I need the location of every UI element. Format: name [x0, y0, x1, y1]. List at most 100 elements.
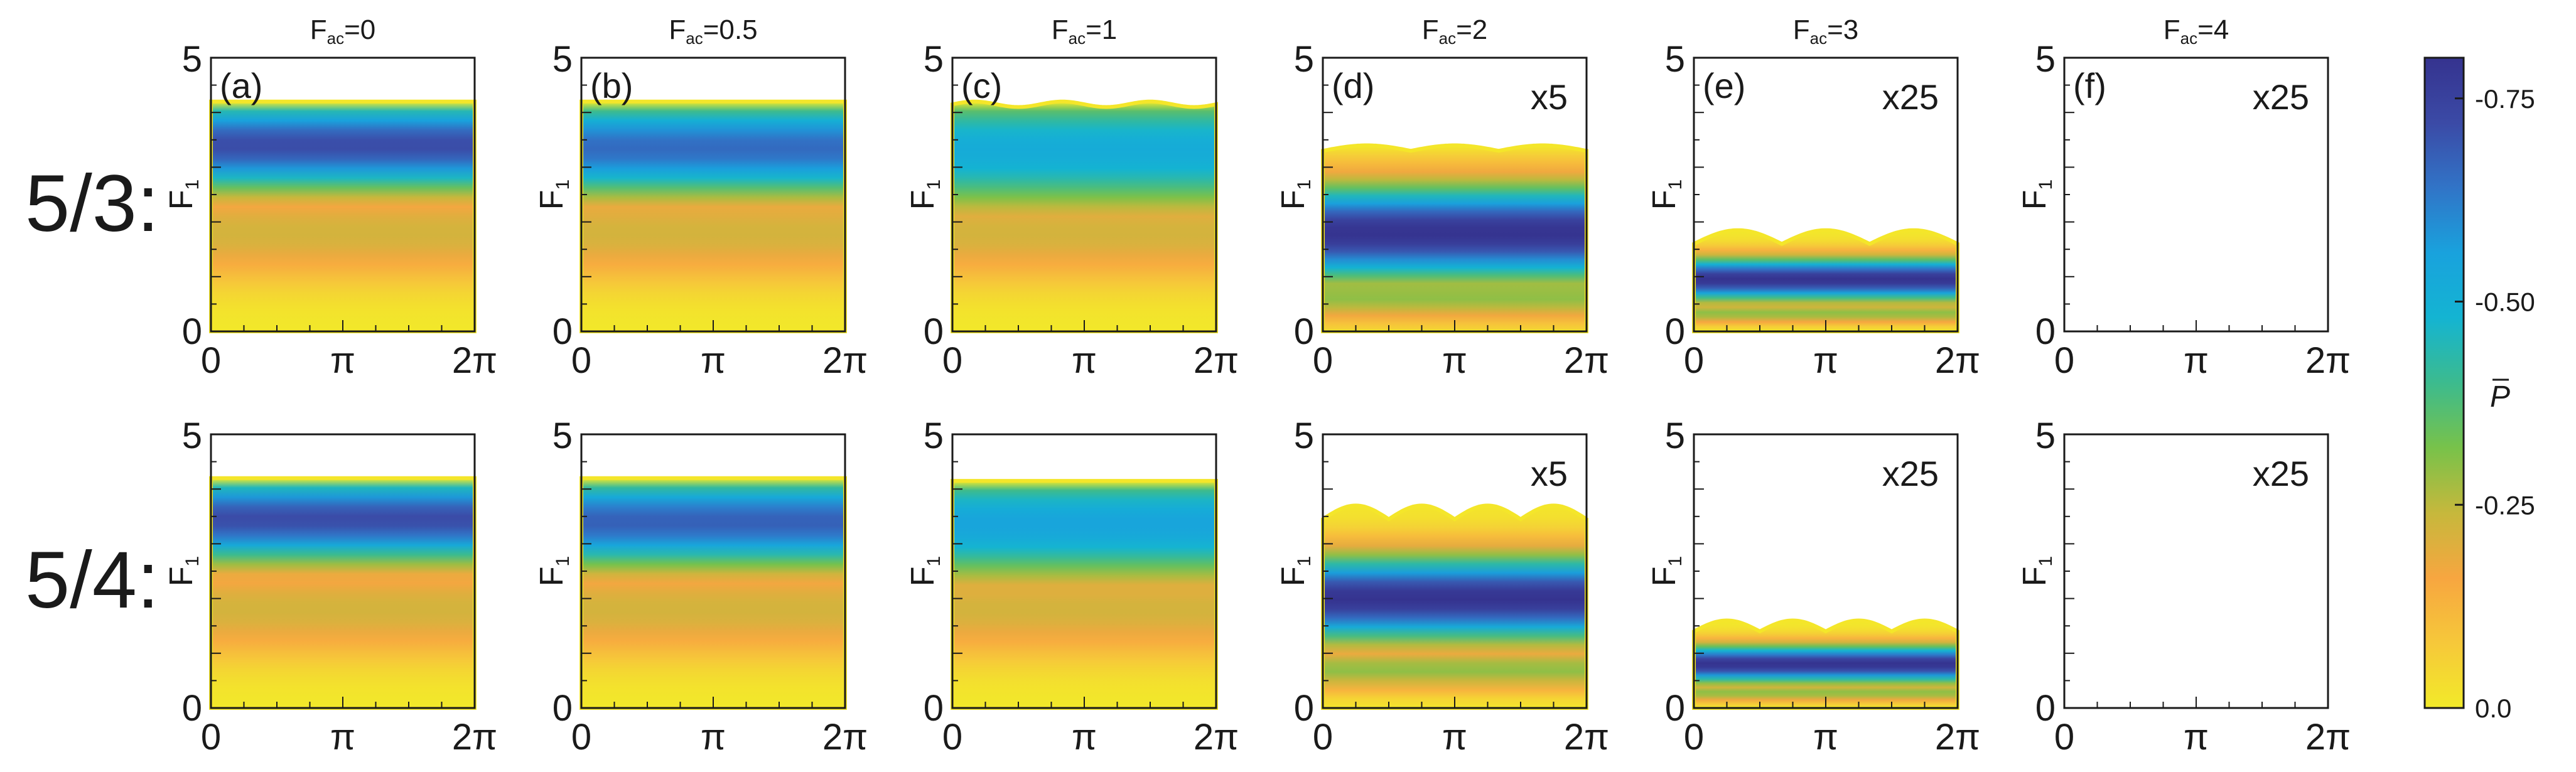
heatmap-region: [1692, 228, 1959, 333]
scale-annotation: x5: [1531, 454, 1568, 493]
x-tick-label: 2π: [1935, 340, 1980, 381]
y-axis-label-sub: 1: [2035, 556, 2056, 567]
x-tick-label: 2π: [1194, 340, 1239, 381]
x-tick-label: π: [1442, 717, 1467, 758]
heatmap-panel-a-row2: 5 00 π 2π F1: [163, 415, 497, 758]
x-tick-label: 0: [201, 340, 221, 381]
heatmap-region: [579, 476, 847, 710]
col-title-fac-0.5: Fac=0.5: [669, 14, 757, 48]
y-axis-label-base: F: [1646, 190, 1683, 210]
y-tick-label: 5: [182, 415, 202, 456]
y-tick-label: 0: [182, 311, 202, 352]
x-tick-label: 0: [1313, 717, 1333, 758]
x-tick-label: π: [330, 340, 355, 381]
colorbar-tick-label: -0.50: [2475, 287, 2535, 317]
y-tick-label: 5: [924, 415, 944, 456]
y-axis-label-sub: 1: [182, 180, 203, 190]
col-title-sub: ac: [1439, 29, 1456, 48]
col-title-base: F: [2164, 14, 2180, 45]
x-tick-label: π: [701, 717, 726, 758]
x-tick-label: π: [701, 340, 726, 381]
heatmap-panel-f-row2: 5 00 π 2π F1 x25: [2017, 415, 2351, 758]
heatmap-panel-e-row1: 5 00 π 2π F1 (e) x25: [1646, 39, 1980, 381]
row-label-5-4: 5/4:: [25, 535, 159, 625]
x-tick-label: π: [1442, 340, 1467, 381]
col-title-sub: ac: [327, 29, 344, 48]
col-title-rest: =0.5: [703, 14, 758, 45]
y-tick-label: 5: [1665, 415, 1685, 456]
y-tick-label: 5: [2035, 39, 2056, 80]
col-title-sub: ac: [2180, 29, 2197, 48]
heatmap-region: [1321, 143, 1588, 333]
y-tick-label: 0: [2035, 311, 2056, 352]
y-axis-label: F1: [1275, 556, 1315, 586]
x-tick-label: 2π: [2305, 717, 2351, 758]
x-tick-label: π: [1813, 340, 1838, 381]
y-tick-label: 5: [552, 39, 573, 80]
panel-letter: (d): [1332, 66, 1374, 105]
x-tick-label: 0: [942, 340, 962, 381]
heatmap-panel-b-row1: 5 00 π 2π F1 (b): [534, 39, 868, 381]
x-tick-label: 0: [571, 340, 591, 381]
x-tick-label: π: [1072, 717, 1097, 758]
y-tick-label: 0: [924, 688, 944, 729]
y-tick-label: 0: [1294, 311, 1314, 352]
y-tick-label: 0: [552, 311, 573, 352]
x-tick-label: π: [1813, 717, 1838, 758]
heatmap-panel-f-row1: 5 00 π 2π F1 (f) x25: [2017, 39, 2351, 381]
heatmap-panel-d-row1: 5 00 π 2π F1 (d) x5: [1275, 39, 1609, 381]
y-tick-label: 5: [552, 415, 573, 456]
y-axis-label-base: F: [905, 566, 941, 586]
y-tick-label: 0: [1294, 688, 1314, 729]
heatmap-panel-b-row2: 5 00 π 2π F1: [534, 415, 868, 758]
x-tick-label: π: [1072, 340, 1097, 381]
col-title-fac-4: Fac=4: [2164, 14, 2229, 48]
y-axis-label-sub: 1: [924, 556, 944, 567]
scale-annotation: x25: [2253, 77, 2309, 117]
panel-letter: (c): [961, 66, 1002, 105]
y-axis-label-base: F: [2017, 190, 2053, 210]
panel-letter: (f): [2073, 66, 2106, 105]
colorbar-tick-label: -0.25: [2475, 490, 2535, 520]
y-tick-label: 0: [552, 688, 573, 729]
x-tick-label: 2π: [1564, 717, 1609, 758]
colorbar-gradient: [2423, 56, 2465, 709]
y-axis-label: F1: [534, 556, 573, 586]
col-title-rest: =0: [344, 14, 375, 45]
x-tick-label: π: [2184, 340, 2209, 381]
x-tick-label: 2π: [822, 717, 868, 758]
y-axis-label-base: F: [2017, 566, 2053, 586]
y-tick-label: 5: [1294, 39, 1314, 80]
heatmap-region: [951, 99, 1218, 333]
col-title-rest: =1: [1086, 14, 1117, 45]
heatmap-region: [1321, 503, 1588, 710]
y-axis-label: F1: [163, 180, 203, 210]
x-tick-label: 0: [1684, 340, 1704, 381]
row-label-5-3: 5/3:: [25, 159, 159, 249]
y-axis-label: F1: [1275, 180, 1315, 210]
col-title-rest: =3: [1827, 14, 1858, 45]
y-tick-label: 0: [1665, 688, 1685, 729]
panel-letter: (e): [1703, 66, 1745, 105]
y-axis-label-sub: 1: [552, 556, 573, 567]
y-axis-label-sub: 1: [924, 180, 944, 190]
col-title-base: F: [669, 14, 686, 45]
x-tick-label: 2π: [452, 717, 497, 758]
col-title-rest: =4: [2197, 14, 2229, 45]
y-axis-label-base: F: [534, 566, 570, 586]
heatmap-panel-c-row1: 5 00 π 2π F1 (c): [905, 39, 1239, 381]
colorbar-tick-label: -0.75: [2475, 84, 2535, 114]
col-title-base: F: [310, 14, 327, 45]
y-axis-label: F1: [2017, 180, 2056, 210]
y-axis-label-base: F: [163, 190, 200, 210]
colorbar-label: P: [2490, 380, 2510, 414]
x-tick-label: 0: [2054, 340, 2074, 381]
y-axis-label-base: F: [534, 190, 570, 210]
heatmap-region: [209, 476, 477, 710]
col-title-base: F: [1422, 14, 1439, 45]
col-title-sub: ac: [686, 29, 703, 48]
x-tick-label: 0: [1313, 340, 1333, 381]
y-axis-label-base: F: [1646, 566, 1683, 586]
x-tick-label: 2π: [1935, 717, 1980, 758]
